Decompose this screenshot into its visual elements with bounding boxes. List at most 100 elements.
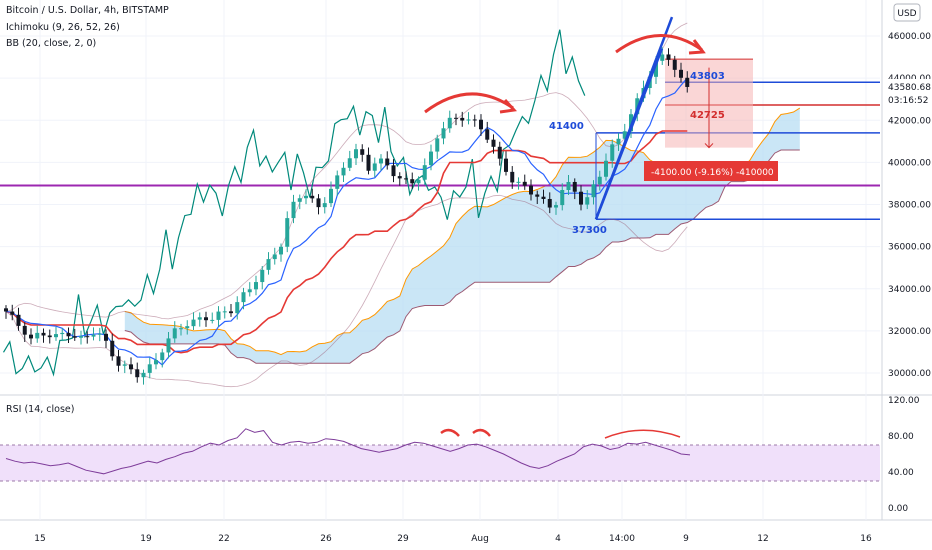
candle-body [679, 69, 683, 78]
candle-body [135, 369, 140, 378]
candle-body [485, 129, 490, 140]
conversion-line [5, 77, 688, 366]
bb-upper-line [5, 22, 688, 320]
candle-body [410, 179, 415, 184]
candle-body [85, 336, 90, 338]
rsi-tick-label: 120.00 [888, 396, 920, 406]
currency-button-label[interactable]: USD [897, 9, 916, 19]
candle-body [366, 154, 371, 171]
candle-body [47, 335, 52, 338]
ichimoku-cloud-segment [124, 108, 800, 364]
axes-layer: 46000.0044000.0042000.0040000.0038000.00… [34, 32, 931, 544]
candle-body [104, 333, 108, 341]
candle-body [297, 198, 302, 202]
price-tick-label: 38000.00 [888, 201, 931, 211]
candle-body [22, 325, 27, 335]
candle-body [16, 314, 21, 326]
candle-body [141, 372, 146, 378]
candle-body [310, 195, 315, 199]
last-price-tag [883, 79, 932, 107]
candle-body [66, 332, 71, 337]
indicator-ichimoku-label[interactable]: Ichimoku (9, 26, 52, 26) [6, 22, 120, 33]
candle-body [666, 54, 671, 60]
candle-body [672, 59, 677, 70]
candle-body [510, 171, 515, 183]
candle-body [97, 333, 102, 335]
candle-body [572, 181, 577, 192]
rsi-title[interactable]: RSI (14, close) [6, 404, 74, 415]
candle-body [235, 302, 240, 314]
bar-countdown: 03:16:52 [888, 96, 928, 106]
candle-body [435, 138, 440, 152]
candle-body [529, 185, 533, 195]
level-label-37300: 37300 [572, 225, 607, 236]
candle-body [316, 198, 321, 208]
candle-body [541, 196, 546, 199]
measure-tooltip-text: -4100.00 (-9.16%) -410000 [651, 168, 774, 178]
rsi-tick-label: 80.00 [888, 432, 914, 442]
candle-body [497, 146, 502, 159]
measure-arrow-head [704, 143, 714, 149]
candle-body [604, 160, 608, 177]
candle-body [560, 190, 565, 206]
time-tick-label: 9 [683, 534, 689, 544]
candle-body [441, 128, 446, 139]
candle-body [60, 332, 65, 335]
rsi-layer [0, 428, 880, 482]
candle-body [279, 246, 283, 255]
time-tick-label: Aug [471, 534, 489, 544]
price-tick-label: 30000.00 [888, 369, 931, 379]
candle-body [566, 181, 571, 191]
candle-body [285, 218, 290, 247]
candle-body [454, 117, 458, 119]
candle-body [335, 175, 340, 189]
rsi-tick-label: 0.00 [888, 504, 908, 514]
candle-body [197, 317, 202, 320]
candle-body [222, 311, 227, 313]
candle-body [4, 308, 8, 312]
candle-body [616, 138, 621, 145]
candle-body [241, 292, 246, 303]
candle-body [404, 178, 408, 180]
candle-body [385, 158, 390, 166]
time-tick-label: 12 [757, 534, 768, 544]
time-tick-label: 4 [555, 534, 561, 544]
annotations-layer [424, 16, 706, 220]
candle-body [422, 165, 427, 180]
indicator-bb-label[interactable]: BB (20, close, 2, 0) [6, 38, 96, 49]
time-tick-label: 15 [34, 534, 45, 544]
candles-layer [4, 47, 690, 385]
indicator-lines-layer [2, 22, 688, 388]
candle-body [372, 163, 377, 171]
candle-body [272, 254, 277, 260]
candle-body [304, 195, 308, 199]
level-label-41400: 41400 [549, 121, 584, 132]
candle-body [29, 334, 33, 339]
rsi-band [0, 445, 880, 481]
candle-body [516, 181, 521, 183]
level-label-42725: 42725 [690, 110, 725, 121]
price-tick-label: 32000.00 [888, 327, 931, 337]
candle-body [685, 77, 690, 87]
price-tick-label: 40000.00 [888, 158, 931, 168]
symbol-title[interactable]: Bitcoin / U.S. Dollar, 4h, BITSTAMP [6, 5, 169, 16]
candle-body [329, 188, 333, 204]
currency-button[interactable] [893, 3, 921, 22]
channel-line-lower [594, 48, 664, 220]
candle-body [341, 167, 346, 176]
candle-body [447, 117, 452, 129]
time-tick-label: 26 [320, 534, 332, 544]
candle-body [72, 336, 77, 338]
candle-body [216, 311, 221, 320]
candle-body [547, 198, 552, 208]
candle-body [191, 319, 196, 327]
candle-body [35, 332, 40, 339]
candle-body [660, 54, 665, 61]
rsi-arrow-2 [472, 428, 491, 437]
candle-body [229, 311, 233, 314]
candle-body [622, 131, 627, 139]
level-label-43803: 43803 [690, 71, 725, 82]
candle-body [147, 364, 152, 373]
